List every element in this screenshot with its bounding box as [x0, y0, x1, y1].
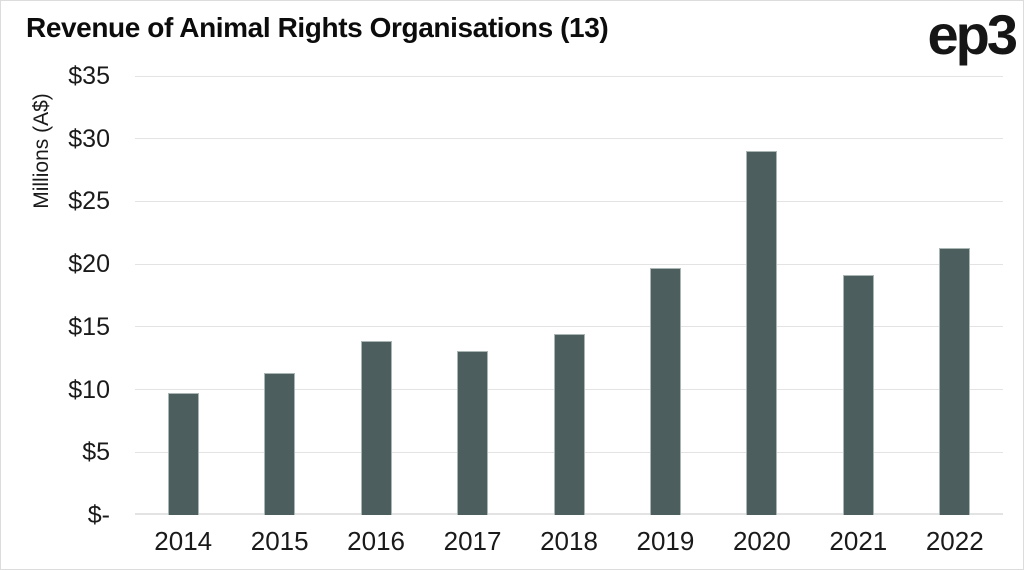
y-tick-label: $15: [68, 312, 110, 341]
y-tick-label: $-: [87, 501, 110, 529]
x-tick-label: 2016: [347, 526, 406, 556]
bar: [553, 334, 585, 515]
bar: [842, 275, 874, 515]
bar: [264, 373, 296, 515]
bar: [649, 267, 681, 515]
x-tick-label: 2015: [250, 526, 309, 556]
gridline: [135, 263, 1003, 265]
bar: [939, 247, 971, 515]
gridline: [135, 138, 1003, 140]
y-tick-label: $10: [68, 375, 110, 404]
y-tick-label: $35: [68, 62, 110, 90]
gridline: [135, 75, 1003, 77]
gridline: [135, 326, 1003, 328]
bar: [360, 340, 392, 515]
x-tick-label: 2019: [636, 526, 695, 556]
x-tick-label: 2017: [443, 526, 502, 556]
x-tick-label: 2018: [540, 526, 598, 556]
y-tick-label: $20: [68, 250, 110, 279]
bar: [746, 151, 778, 515]
y-tick-label: $30: [68, 124, 110, 153]
bar: [457, 350, 489, 515]
y-tick-label: $25: [68, 187, 110, 216]
y-tick-label: $5: [82, 438, 110, 467]
chart-title: Revenue of Animal Rights Organisations (…: [26, 12, 609, 43]
x-tick-label: 2022: [925, 526, 984, 556]
ep3-logo: ep3: [927, 3, 1018, 66]
x-tick-label: 2020: [732, 526, 791, 556]
x-tick-label: 2021: [829, 526, 888, 556]
gridline: [135, 200, 1003, 202]
bar: [167, 393, 199, 515]
plot-area: $- $5 $10 $15 $20 $25 $30 $35 2014 2015 2016 2017 20…: [68, 62, 1003, 556]
x-tick-label: 2014: [154, 526, 213, 556]
